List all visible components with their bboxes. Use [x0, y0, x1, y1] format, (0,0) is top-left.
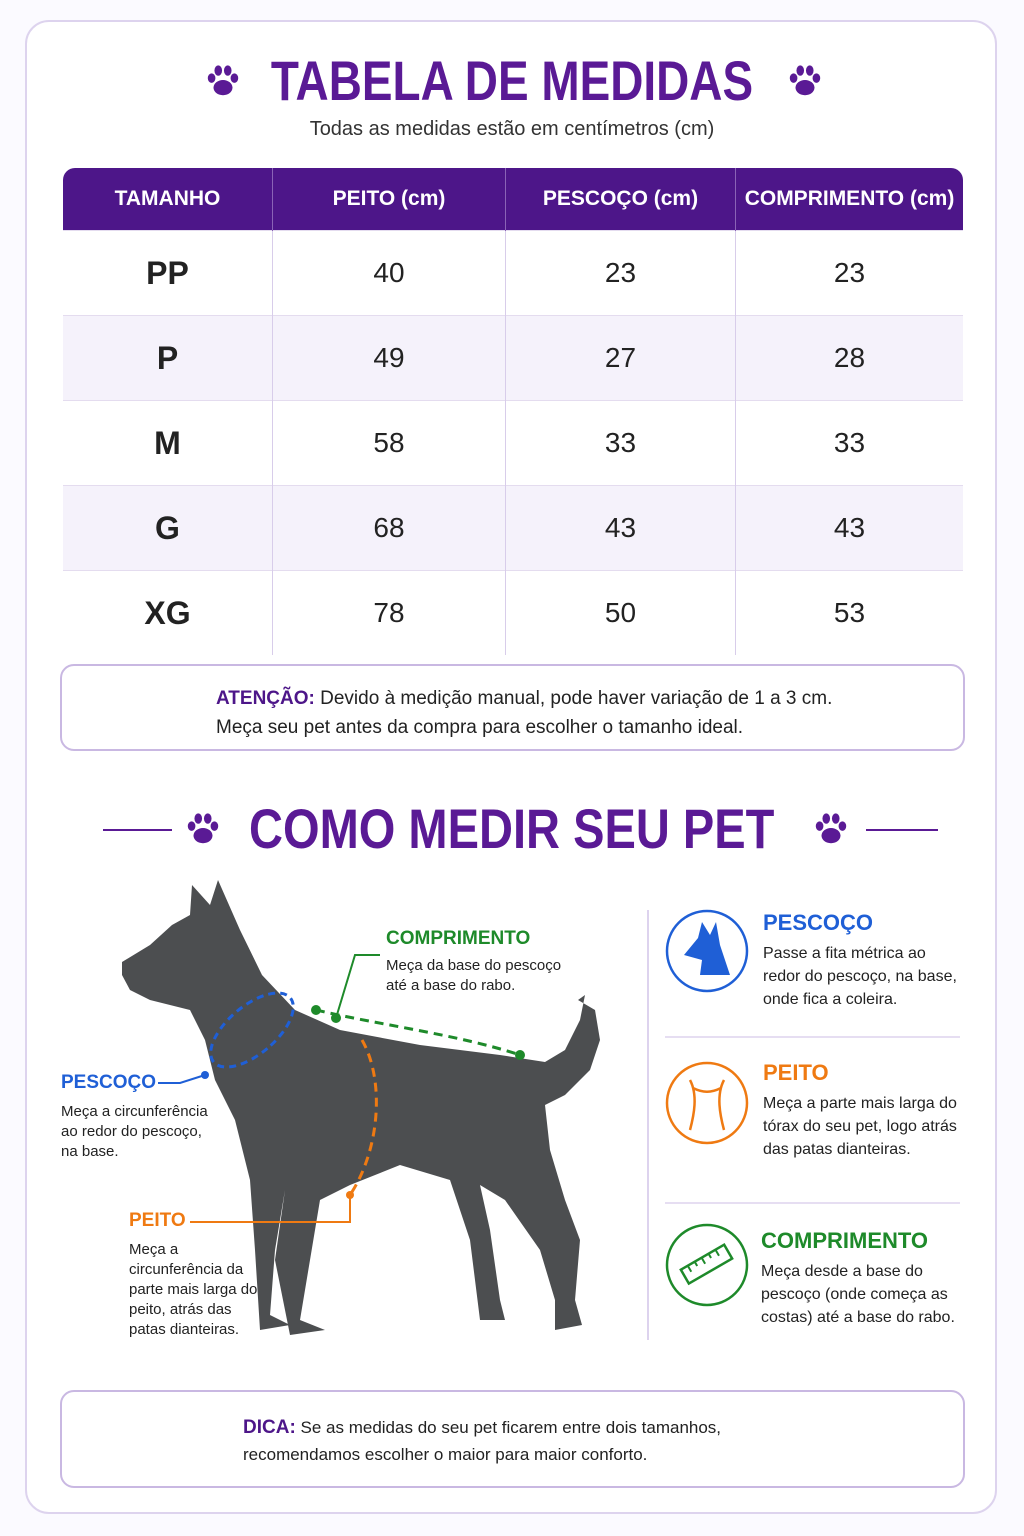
measure-cell: 28	[735, 315, 963, 401]
chest-icon	[665, 1061, 749, 1145]
warning-line: ATENÇÃO: Devido à medição manual, pode h…	[216, 684, 832, 713]
size-cell: PP	[63, 230, 273, 316]
column-header: PESCOÇO (cm)	[505, 168, 736, 231]
size-cell: XG	[63, 570, 273, 655]
tip-line: recomendamos escolher o maior para maior…	[243, 1445, 648, 1464]
table-body: PP 40 23 23 P 49 27 28 M 58 33 33 G 68 43 43 XG 78 50 53	[63, 230, 963, 655]
neck-icon	[684, 922, 730, 975]
table-row: G 68 43 43	[63, 485, 963, 571]
measure-cell: 33	[505, 400, 736, 486]
leader-dot	[311, 1005, 321, 1015]
table-row: XG 78 50 53	[63, 570, 963, 655]
table-row: P 49 27 28	[63, 315, 963, 401]
ruler-ticks	[686, 1249, 720, 1273]
card-label: PESCOÇO	[763, 910, 874, 935]
callout: PESCOÇO Meça a circunferência ao redor d…	[61, 1072, 211, 1162]
card-label: PEITO	[763, 1060, 829, 1085]
size-cell: M	[63, 400, 273, 486]
measure-cell: 50	[505, 570, 736, 655]
measure-cell: 23	[505, 230, 736, 316]
section-title-wrap: COMO MEDIR SEU PET	[0, 796, 1024, 861]
measure-cell: 53	[735, 570, 963, 655]
header-row: TAMANHO PEITO (cm) PESCOÇO (cm) COMPRIME…	[63, 168, 963, 231]
warning-line-text: Devido à medição manual, pode haver vari…	[320, 688, 833, 709]
title-wrap: TABELA DE MEDIDAS	[0, 48, 1024, 113]
size-table: TAMANHO PEITO (cm) PESCOÇO (cm) COMPRIME…	[61, 166, 965, 657]
callout: PEITO Meça a circunferência da parte mai…	[129, 1210, 269, 1340]
size-cell: G	[63, 485, 273, 571]
warning-box	[60, 664, 965, 751]
table-row: M 58 33 33	[63, 400, 963, 486]
callout-label: COMPRIMENTO	[386, 928, 531, 949]
warning-text: ATENÇÃO: Devido à medição manual, pode h…	[216, 684, 832, 742]
section-title: COMO MEDIR SEU PET	[249, 797, 775, 860]
subtitle: Todas as medidas estão em centímetros (c…	[309, 118, 715, 140]
column-header: COMPRIMENTO (cm)	[735, 168, 963, 231]
leader-line	[190, 1195, 351, 1223]
tip-box	[60, 1390, 965, 1488]
size-cell: P	[63, 315, 273, 401]
neck-guide	[209, 991, 295, 1069]
measure-cell: 43	[735, 485, 963, 571]
callout-label: PEITO	[129, 1210, 186, 1231]
card-label: COMPRIMENTO	[761, 1228, 929, 1253]
column-header: TAMANHO	[63, 168, 273, 231]
callout: COMPRIMENTO Meça da base do pescoço até …	[386, 928, 576, 996]
callout-text: Meça a circunferência ao redor do pescoç…	[61, 1103, 208, 1160]
measure-cell: 23	[735, 230, 963, 316]
leader-dot	[346, 1191, 354, 1199]
length-guide	[315, 1008, 521, 1057]
warning-label: ATENÇÃO:	[216, 688, 315, 709]
leader-line	[335, 954, 380, 1019]
table-row: PP 40 23 23	[63, 230, 963, 316]
dog-silhouette	[122, 880, 600, 1335]
warning-line: Meça seu pet antes da compra para escolh…	[216, 717, 744, 738]
tip-line: DICA: Se as medidas do seu pet ficarem e…	[243, 1414, 721, 1441]
leader-line	[158, 1074, 206, 1084]
length-icon	[665, 1223, 749, 1307]
info-card: PESCOÇO Passe a fita métrica ao redor do…	[763, 910, 963, 1011]
measure-cell: 49	[272, 315, 506, 401]
measure-cell: 58	[272, 400, 506, 486]
measure-cell: 27	[505, 315, 736, 401]
measure-cell: 78	[272, 570, 506, 655]
info-card: COMPRIMENTO Meça desde a base do pescoço…	[761, 1228, 956, 1329]
leader-dot	[201, 1071, 209, 1079]
page-title: TABELA DE MEDIDAS	[270, 49, 754, 112]
info-card: PEITO Meça a parte mais larga do tórax d…	[763, 1060, 963, 1161]
card-text: Meça desde a base do pescoço (onde começ…	[761, 1263, 955, 1326]
card-text: Passe a fita métrica ao redor do pescoço…	[763, 945, 957, 1008]
column-header: PEITO (cm)	[272, 168, 506, 231]
callout-label: PESCOÇO	[61, 1072, 157, 1093]
measure-cell: 43	[505, 485, 736, 571]
callout-text: Meça a circunferência da parte mais larg…	[129, 1241, 258, 1338]
card-text: Meça a parte mais larga do tórax do seu …	[763, 1095, 957, 1158]
tip-label: DICA:	[243, 1417, 296, 1438]
tip-line-text: Se as medidas do seu pet ficarem entre d…	[300, 1418, 722, 1437]
length-icon	[679, 1242, 734, 1286]
measure-cell: 68	[272, 485, 506, 571]
chest-icon	[688, 1079, 726, 1131]
tip-text: DICA: Se as medidas do seu pet ficarem e…	[243, 1414, 721, 1468]
callout-text: Meça da base do pescoço até a base do ra…	[386, 957, 562, 994]
leader-dot	[515, 1050, 525, 1060]
measure-cell: 33	[735, 400, 963, 486]
chest-guide	[348, 1039, 378, 1196]
measure-cell: 40	[272, 230, 506, 316]
